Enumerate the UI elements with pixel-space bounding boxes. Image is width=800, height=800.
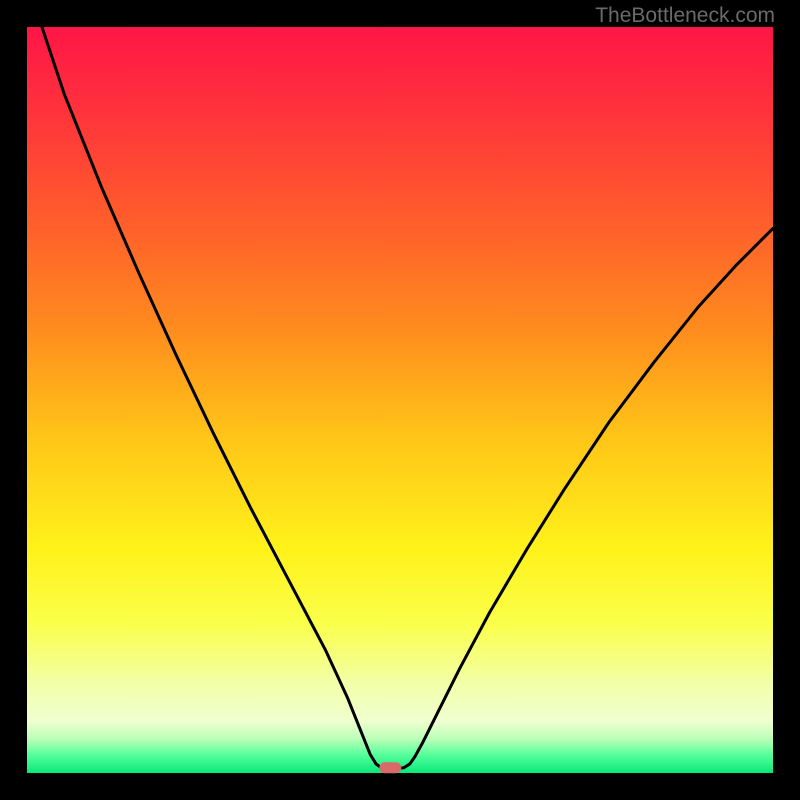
plot-area [27, 27, 773, 773]
chart-canvas: TheBottleneck.com [0, 0, 800, 800]
watermark-text: TheBottleneck.com [595, 4, 775, 28]
bottleneck-chart [0, 0, 800, 800]
optimal-marker [379, 762, 401, 773]
